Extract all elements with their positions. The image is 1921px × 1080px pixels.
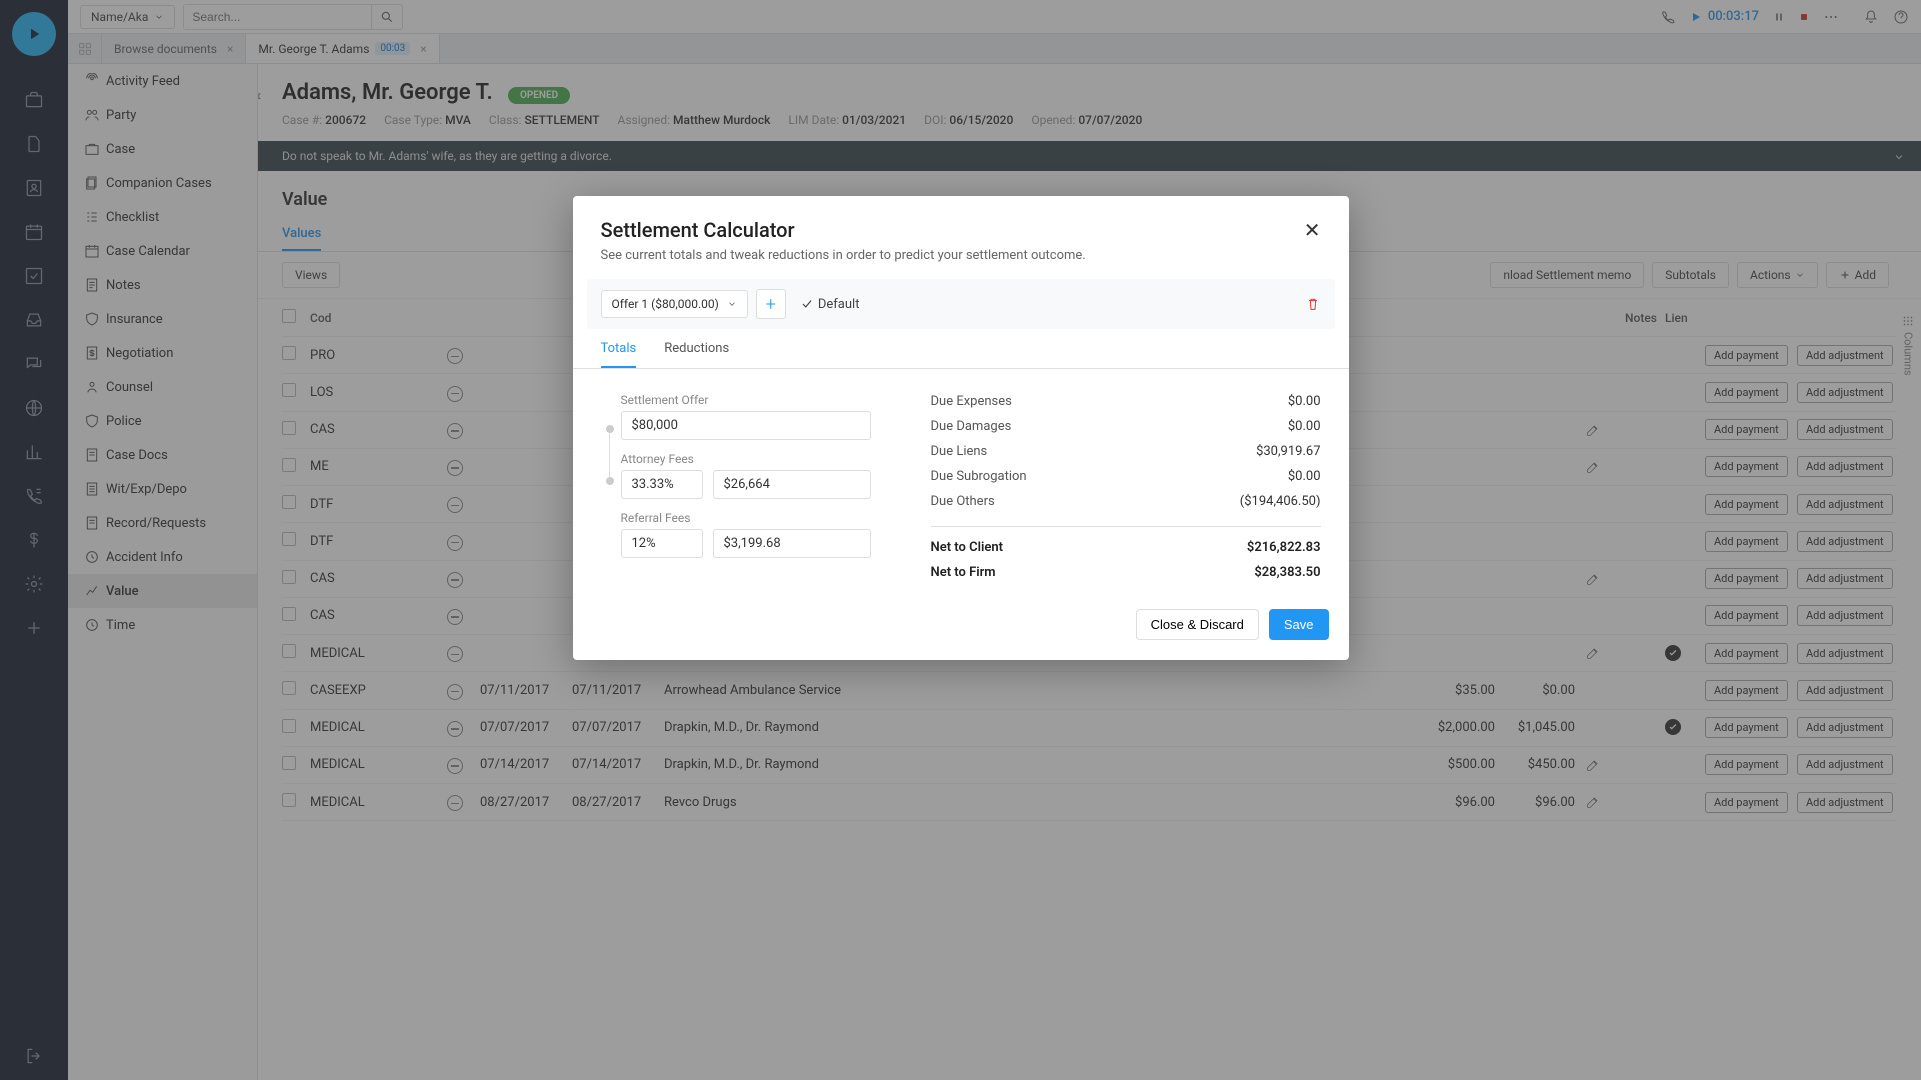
close-icon[interactable]: ✕	[1304, 218, 1321, 242]
net-value: $28,383.50	[1254, 565, 1320, 580]
offer-label: Offer 1 ($80,000.00)	[612, 297, 719, 311]
due-label: Due Liens	[931, 444, 988, 459]
net-label: Net to Client	[931, 540, 1003, 555]
close-discard-button[interactable]: Close & Discard	[1136, 609, 1259, 640]
modal-right-col: Due Expenses $0.00 Due Damages $0.00 Due Lie…	[901, 389, 1321, 585]
settlement-calculator-modal: Settlement Calculator ✕ See current tota…	[573, 196, 1349, 660]
tab-reductions[interactable]: Reductions	[664, 341, 729, 368]
due-label: Due Expenses	[931, 394, 1012, 409]
referral-amt-input[interactable]: $3,199.68	[713, 529, 871, 558]
net-row: Net to Client $216,822.83	[931, 535, 1321, 560]
modal-left-col: Settlement Offer $80,000 Attorney Fees 3…	[601, 389, 901, 585]
due-value: $30,919.67	[1256, 444, 1320, 459]
chevron-down-icon	[727, 299, 737, 309]
attorney-fees-label: Attorney Fees	[621, 452, 901, 466]
due-row: Due Liens $30,919.67	[931, 439, 1321, 464]
add-offer-button[interactable]: +	[756, 289, 786, 319]
offer-select[interactable]: Offer 1 ($80,000.00)	[601, 290, 748, 318]
attorney-amt-input[interactable]: $26,664	[713, 470, 871, 499]
attorney-pct-input[interactable]: 33.33%	[621, 470, 703, 499]
modal-tabs: Totals Reductions	[573, 329, 1349, 369]
save-button[interactable]: Save	[1269, 609, 1329, 640]
due-row: Due Subrogation $0.00	[931, 464, 1321, 489]
due-value: ($194,406.50)	[1240, 494, 1321, 509]
due-label: Due Others	[931, 494, 995, 509]
due-row: Due Others ($194,406.50)	[931, 489, 1321, 514]
due-row: Due Damages $0.00	[931, 414, 1321, 439]
net-label: Net to Firm	[931, 565, 996, 580]
offer-bar: Offer 1 ($80,000.00) + Default	[587, 279, 1335, 329]
delete-offer-button[interactable]	[1305, 296, 1321, 312]
due-label: Due Damages	[931, 419, 1012, 434]
net-value: $216,822.83	[1247, 540, 1321, 555]
due-value: $0.00	[1288, 394, 1321, 409]
tab-totals[interactable]: Totals	[601, 341, 637, 368]
settlement-offer-input[interactable]: $80,000	[621, 411, 871, 440]
default-indicator[interactable]: Default	[800, 297, 860, 312]
due-row: Due Expenses $0.00	[931, 389, 1321, 414]
modal-subtitle: See current totals and tweak reductions …	[573, 248, 1349, 279]
connector-line	[603, 419, 617, 529]
due-label: Due Subrogation	[931, 469, 1027, 484]
net-row: Net to Firm $28,383.50	[931, 560, 1321, 585]
referral-fees-label: Referral Fees	[621, 511, 901, 525]
modal-footer: Close & Discard Save	[573, 595, 1349, 660]
due-value: $0.00	[1288, 469, 1321, 484]
check-icon	[800, 297, 814, 311]
referral-pct-input[interactable]: 12%	[621, 529, 703, 558]
due-value: $0.00	[1288, 419, 1321, 434]
modal-title: Settlement Calculator	[601, 218, 1304, 242]
settlement-offer-label: Settlement Offer	[621, 393, 901, 407]
